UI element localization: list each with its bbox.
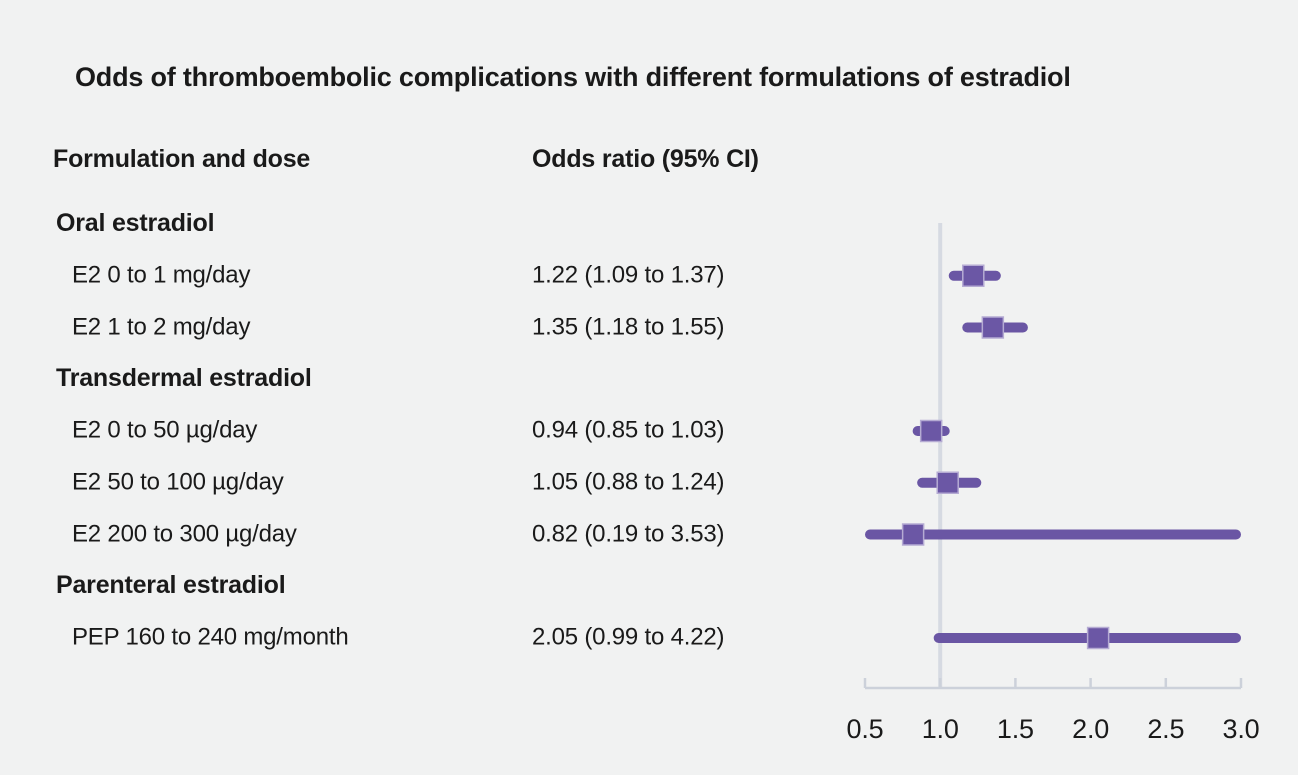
row-label: E2 0 to 1 mg/day [72,261,251,289]
row-odds-ratio-value: 1.05 (0.88 to 1.24) [532,468,725,496]
odds-ratio-marker [901,523,925,546]
row-label: E2 200 to 300 µg/day [72,519,297,547]
x-axis-tick-label: 0.5 [847,714,884,744]
group-heading: Transdermal estradiol [56,364,312,393]
odds-ratio-marker [1086,626,1110,650]
row-odds-ratio-value: 1.35 (1.18 to 1.55) [532,312,725,340]
row-odds-ratio-value: 1.22 (1.09 to 1.37) [532,261,725,289]
figure-title: Odds of thromboembolic complications wit… [75,61,1071,92]
x-axis-tick-label: 2.0 [1072,714,1109,744]
group-heading: Oral estradiol [56,208,215,237]
row-label: E2 1 to 2 mg/day [72,312,251,340]
odds-ratio-marker [919,419,943,443]
row-odds-ratio-value: 0.82 (0.19 to 3.53) [532,519,725,547]
x-axis-tick-label: 2.5 [1147,714,1184,744]
x-axis-tick-label: 1.0 [922,714,959,744]
x-axis-tick-label: 3.0 [1223,714,1260,744]
odds-ratio-marker [962,264,985,287]
row-odds-ratio-value: 2.05 (0.99 to 4.22) [532,623,725,651]
odds-ratio-marker [981,316,1005,339]
row-odds-ratio-value: 0.94 (0.85 to 1.03) [532,416,725,444]
column-header-odds-ratio: Odds ratio (95% CI) [532,144,759,173]
group-heading: Parenteral estradiol [56,571,286,600]
x-axis-tick-label: 1.5 [997,714,1034,744]
column-header-formulation: Formulation and dose [53,144,311,173]
row-label: PEP 160 to 240 mg/month [72,623,349,651]
row-label: E2 0 to 50 µg/day [72,416,258,444]
row-label: E2 50 to 100 µg/day [72,468,284,496]
odds-ratio-marker [936,471,959,494]
